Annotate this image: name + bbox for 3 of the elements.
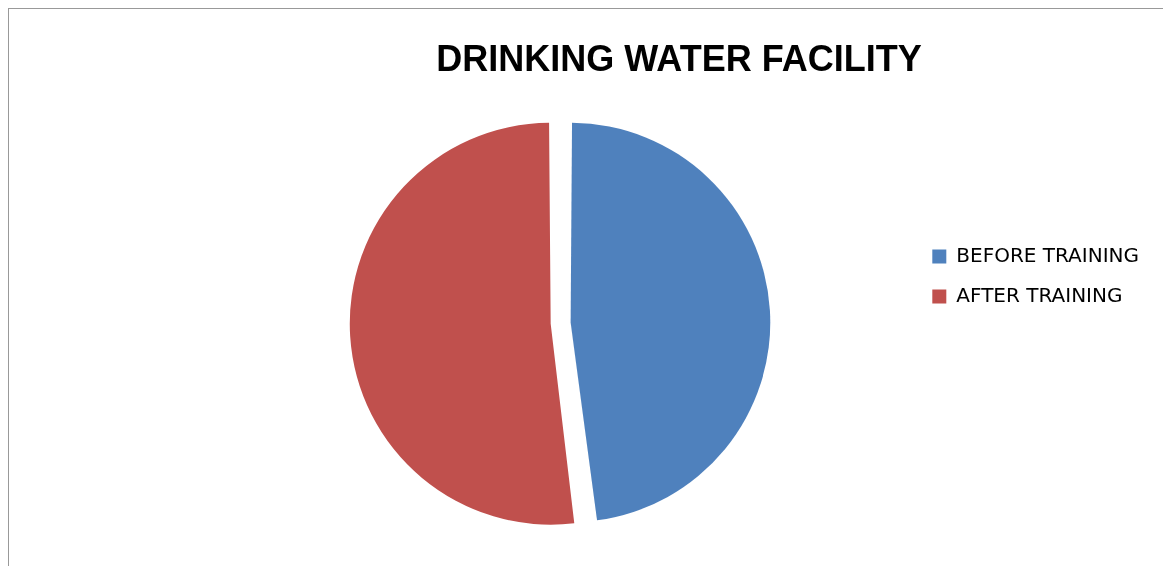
chart-title: DRINKING WATER FACILITY	[436, 37, 922, 79]
legend-label: AFTER TRAINING	[956, 282, 1123, 307]
legend-label: BEFORE TRAINING	[956, 242, 1140, 267]
